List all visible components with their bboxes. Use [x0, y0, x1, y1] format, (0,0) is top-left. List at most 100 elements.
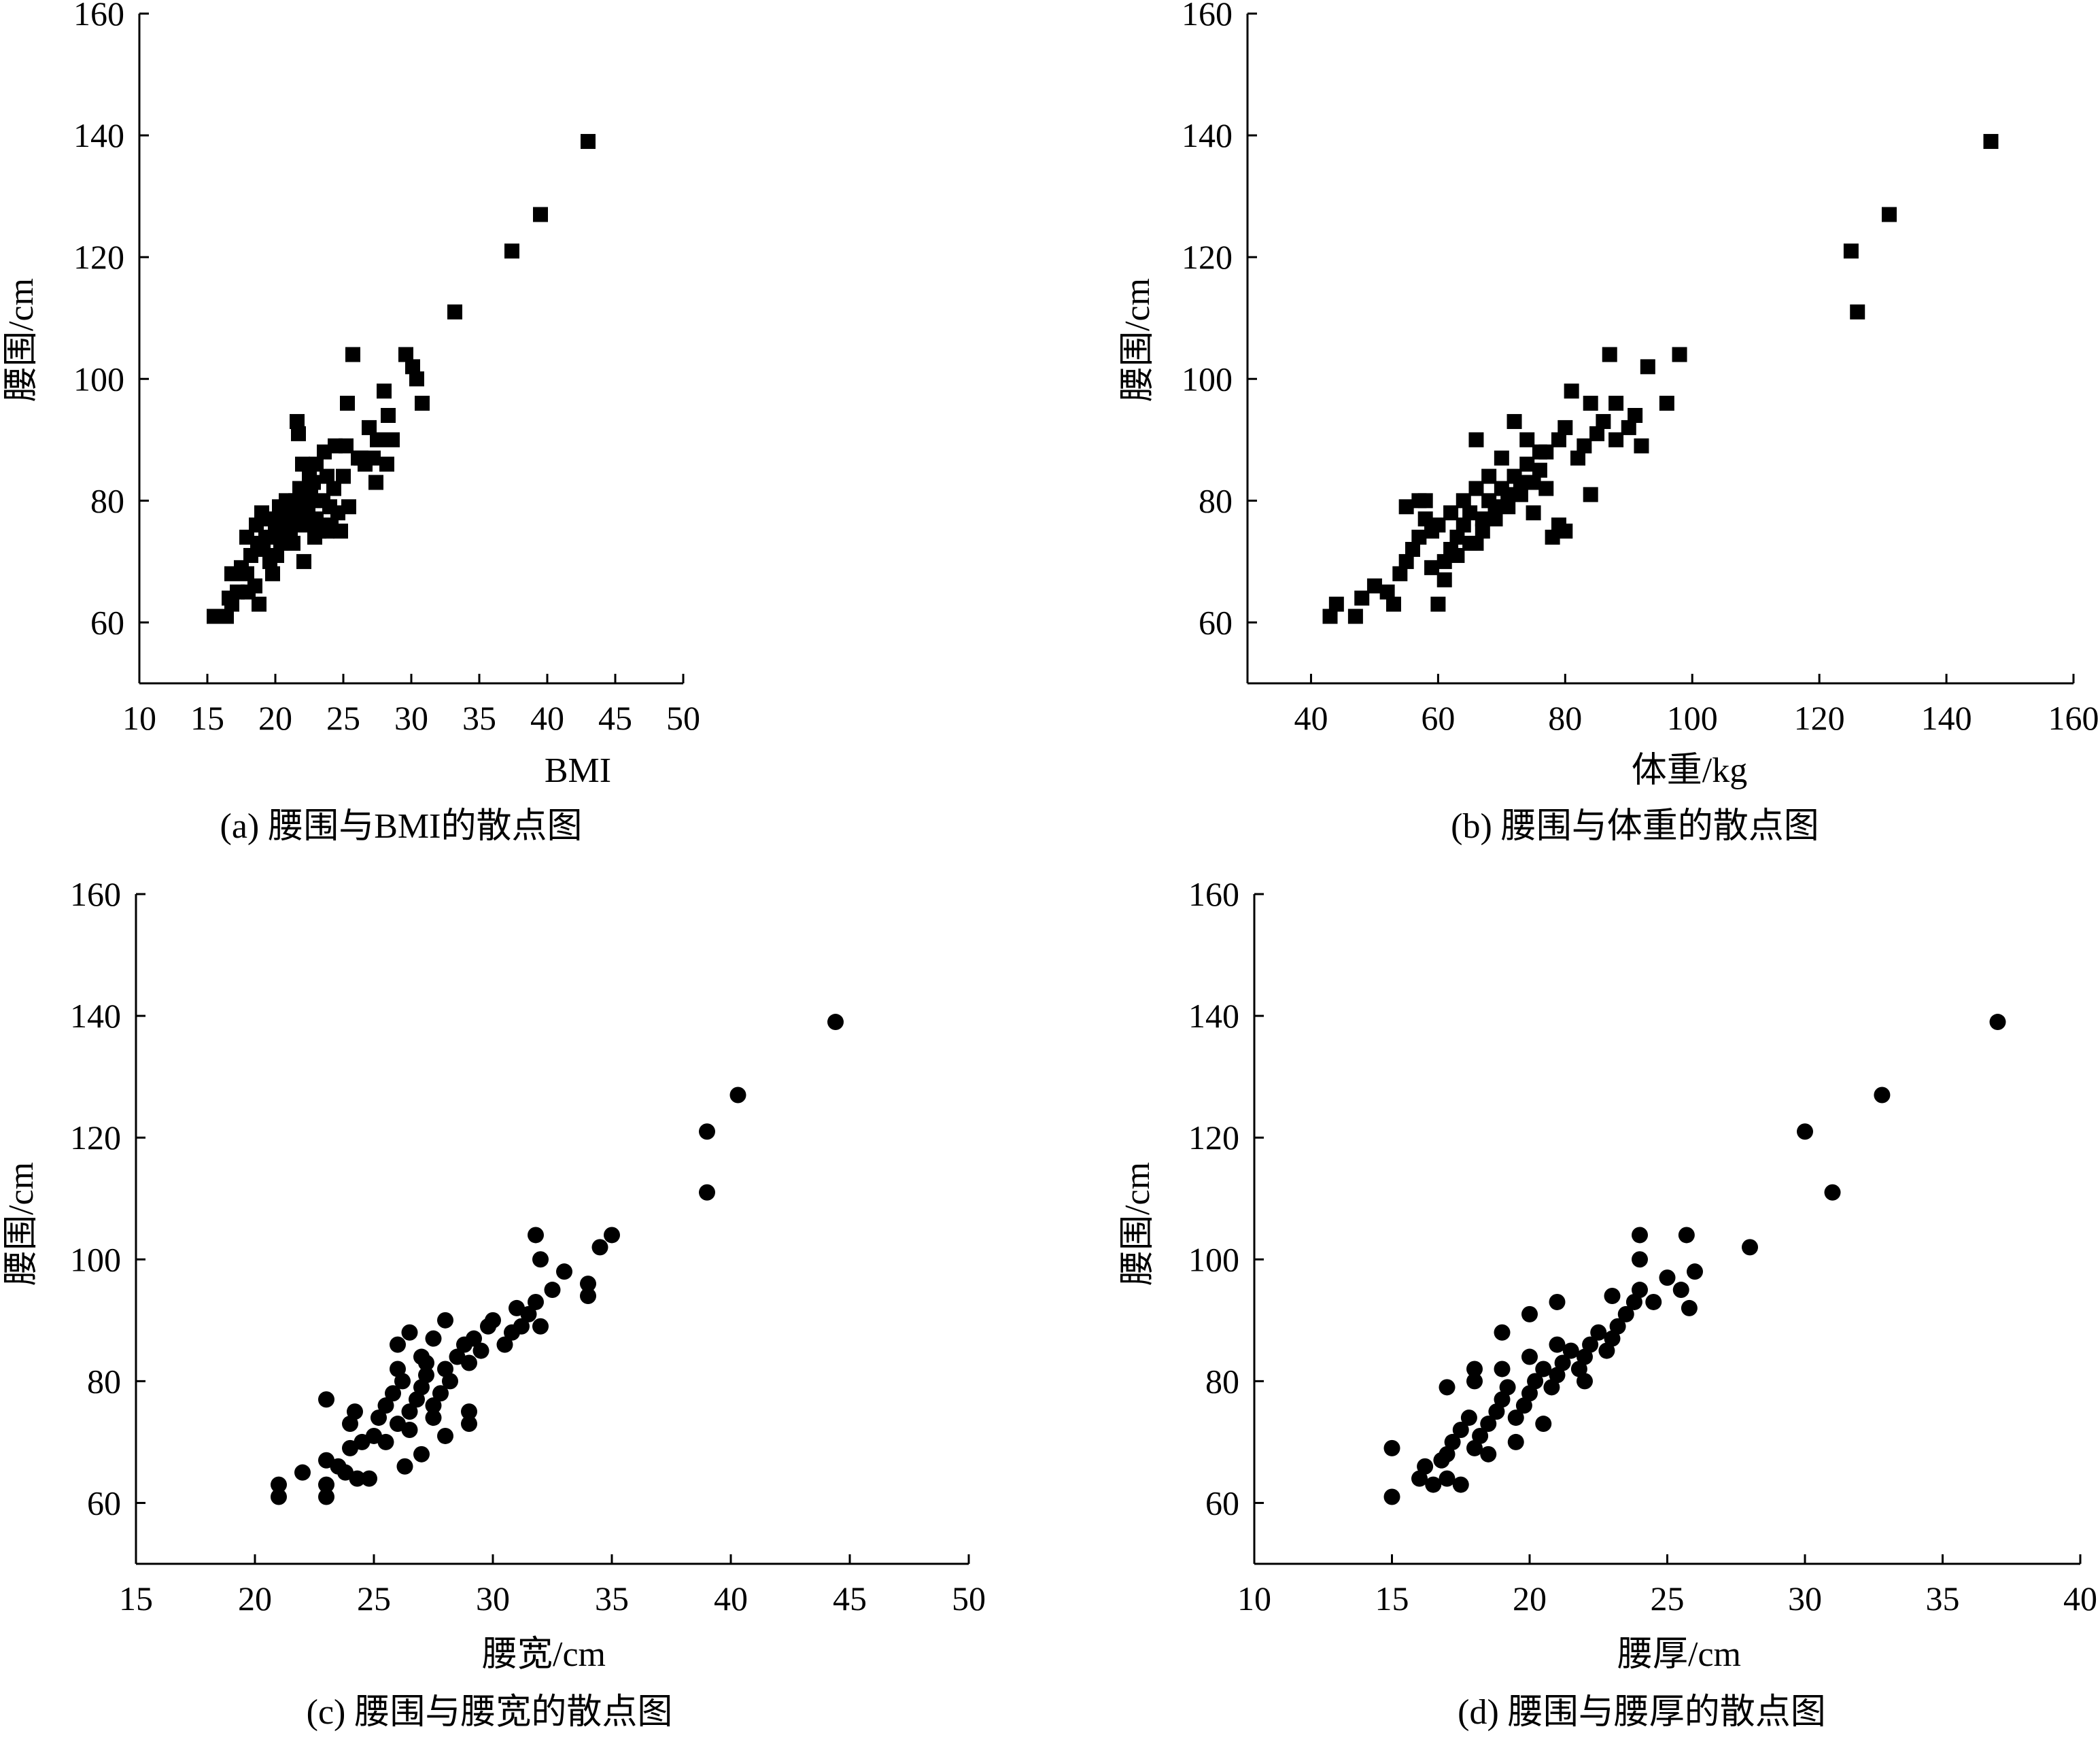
panel-c-x-tick-label: 20 — [238, 1579, 272, 1618]
panel-d-data-point — [1687, 1263, 1703, 1280]
panel-b-data-point — [1577, 438, 1592, 454]
panel-c-y-axis-title: 腰围/cm — [2, 1162, 41, 1286]
panel-b-y-tick-label: 160 — [1182, 0, 1233, 33]
panel-b-data-point — [1881, 207, 1897, 222]
panel-a-data-point — [243, 547, 258, 563]
panel-d-y-tick-label: 80 — [1205, 1362, 1239, 1400]
panel-a-data-point — [415, 396, 430, 411]
panel-c-data-point — [532, 1251, 549, 1268]
panel-c-data-point — [461, 1403, 477, 1420]
panel-b-data-point — [1487, 499, 1503, 515]
panel-b-data-point — [1449, 547, 1465, 563]
panel-c-data-point — [442, 1373, 458, 1390]
panel-b-data-point — [1596, 413, 1611, 429]
panel-a-x-tick-label: 45 — [598, 699, 632, 737]
panel-b-data-point — [1487, 511, 1503, 527]
panel-b-data-point — [1513, 487, 1528, 502]
panel-a-data-point — [254, 505, 269, 521]
panel-c-y-tick-label: 120 — [70, 1118, 121, 1157]
panel-c-data-point — [532, 1318, 549, 1335]
panel-d-data-point — [1681, 1299, 1698, 1316]
panel-c-x-tick-label: 15 — [119, 1579, 153, 1618]
panel-b-data-point — [1417, 511, 1433, 527]
panel-c-data-point — [472, 1342, 489, 1359]
panel-a-data-point — [362, 420, 377, 435]
panel-d-data-point — [1617, 1305, 1634, 1322]
panel-d-data-point — [1439, 1379, 1456, 1396]
panel-b-data-point — [1672, 347, 1687, 362]
panel-b-data-point — [1462, 536, 1478, 551]
panel-d-caption: (d) 腰围与腰厚的散点图 — [1458, 1693, 1826, 1732]
panel-a-data-point — [581, 134, 596, 150]
panel-d-data-point — [1417, 1458, 1434, 1475]
panel-c-data-point — [437, 1312, 453, 1329]
panel-b-data-point — [1322, 609, 1338, 624]
panel-c-data-point — [294, 1464, 311, 1481]
panel-a-x-tick-label: 25 — [326, 699, 360, 737]
panel-b-data-point — [1405, 542, 1420, 557]
panel-a-data-point — [368, 475, 383, 490]
panel-b-data-point — [1983, 134, 1999, 150]
panel-d-data-point — [1824, 1184, 1841, 1201]
panel-c-data-point — [556, 1263, 572, 1280]
panel-a-data-point — [345, 347, 360, 362]
panel-c-data-point — [401, 1324, 418, 1341]
panel-d-data-point — [1460, 1409, 1477, 1426]
panel-b-data-point — [1398, 499, 1414, 515]
panel-b-x-tick-label: 160 — [2048, 699, 2099, 737]
panel-b-data-point — [1557, 524, 1573, 539]
panel-a-x-tick-label: 20 — [258, 699, 292, 737]
panel-b-y-tick-label: 120 — [1182, 238, 1233, 276]
panel-c: (c) 腰围与腰宽的散点图 腰宽/cm 腰围/cm 60 80 100 120 140 1… — [2, 875, 986, 1732]
panel-a-data-point — [405, 359, 420, 375]
panel-d-data-point — [1472, 1427, 1489, 1444]
panel-c-data-point — [318, 1488, 334, 1505]
panel-c-y-tick-label: 160 — [70, 875, 121, 913]
panel-a-data-point — [307, 530, 322, 545]
panel-a-data-point — [295, 456, 310, 472]
panel-c-data-point — [604, 1227, 620, 1244]
panel-a-data-point — [252, 596, 266, 612]
panel-c-data-point — [401, 1422, 418, 1438]
panel-c-data-point — [699, 1184, 715, 1201]
panel-b-data-point — [1551, 432, 1566, 447]
panel-a-x-tick-label: 35 — [462, 699, 496, 737]
panel-a-caption: (a) 腰围与BMI的散点图 — [220, 807, 583, 846]
panel-b-data-point — [1640, 359, 1655, 375]
panel-b-x-tick-label: 100 — [1667, 699, 1718, 737]
panel-d-data-point — [1452, 1422, 1469, 1438]
panel-b-x-tick-label: 140 — [1921, 699, 1972, 737]
panel-c-data-point — [437, 1427, 453, 1444]
panel-a-data-point — [219, 609, 234, 624]
panel-d-data-point — [1549, 1293, 1566, 1310]
panel-c-data-point — [318, 1391, 334, 1408]
panel-d-y-tick-label: 100 — [1188, 1240, 1239, 1278]
panel-c-data-point — [520, 1305, 537, 1322]
panel-d-data-point — [1598, 1342, 1615, 1359]
panel-d-data-point — [1549, 1367, 1566, 1384]
panel-d-x-tick-label: 10 — [1237, 1579, 1271, 1618]
panel-b-data-point — [1526, 505, 1541, 521]
panel-c-data-point — [496, 1336, 513, 1353]
panel-d-x-tick-label: 25 — [1651, 1579, 1685, 1618]
panel-d-data-point — [1577, 1373, 1593, 1390]
panel-c-data-point — [591, 1239, 608, 1256]
panel-d-data-point — [1383, 1439, 1400, 1456]
panel-c-x-tick-label: 35 — [595, 1579, 629, 1618]
panel-b-y-tick-label: 100 — [1182, 360, 1233, 398]
panel-b-data-point — [1411, 493, 1427, 509]
panel-a-data-point — [354, 450, 368, 466]
panel-a-data-point — [269, 547, 284, 563]
panel-d-y-tick-label: 160 — [1188, 875, 1239, 913]
panel-d-data-point — [1521, 1348, 1538, 1365]
panel-c-data-point — [271, 1488, 287, 1505]
panel-d-data-point — [1562, 1342, 1579, 1359]
panel-d-x-axis-title: 腰厚/cm — [1617, 1635, 1741, 1674]
panel-c-data-point — [513, 1318, 530, 1335]
panel-a-data-point — [504, 243, 519, 259]
panel-b-y-tick-label: 80 — [1199, 481, 1233, 519]
panel-a-y-tick-label: 100 — [73, 360, 124, 398]
panel-c-data-point — [390, 1361, 406, 1378]
panel-d-data-point — [1535, 1361, 1552, 1378]
panel-d-data-point — [1439, 1446, 1456, 1463]
